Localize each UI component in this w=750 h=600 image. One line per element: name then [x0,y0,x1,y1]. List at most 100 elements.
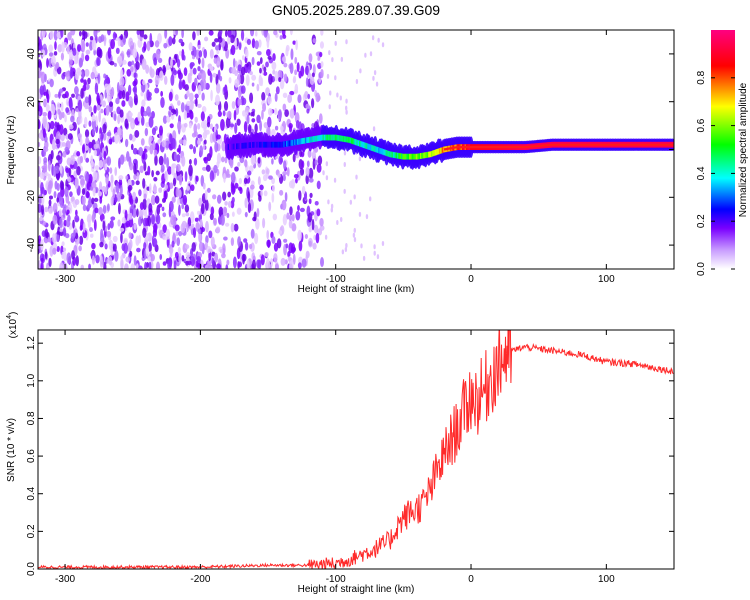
noise-speckle [115,47,120,55]
noise-speckle [373,244,376,250]
noise-speckle [278,155,283,165]
noise-speckle [244,159,248,168]
snr-frame [37,329,675,570]
ridge-cell [394,152,397,159]
noise-speckle [65,167,69,174]
snr-background [38,330,674,569]
noise-speckle [316,180,321,190]
noise-speckle [166,115,171,123]
noise-speckle [154,74,160,86]
noise-speckle [322,170,325,176]
noise-speckle [246,38,252,45]
noise-speckle [110,90,114,96]
ridge-cell [249,142,252,148]
noise-speckle [114,250,119,262]
noise-speckle [306,108,310,114]
ridge-cell [262,141,266,148]
noise-speckle [138,265,143,269]
noise-speckle [265,168,270,175]
ridge-cell [428,151,431,158]
noise-speckle [105,105,110,116]
noise-speckle [265,87,270,96]
noise-speckle [192,31,196,41]
noise-speckle [69,191,73,198]
noise-speckle [124,138,129,148]
noise-speckle [251,74,257,81]
noise-speckle [59,180,64,191]
noise-speckle [48,257,52,268]
noise-speckle [325,175,329,181]
ridge-cell [264,141,267,148]
noise-speckle [58,88,64,93]
noise-speckle [158,125,164,136]
noise-speckle [251,118,256,123]
noise-speckle [136,171,140,181]
ridge-cell [425,152,428,158]
noise-speckle [181,203,185,210]
noise-speckle [117,38,121,47]
noise-speckle [183,67,188,77]
noise-speckle [215,73,219,86]
ridge-cell [437,148,440,155]
ridge-cell [379,148,382,154]
noise-speckle [124,209,128,221]
ridge-cell [440,147,443,154]
noise-speckle [282,92,288,99]
noise-speckle [173,151,177,162]
noise-speckle [259,184,264,190]
noise-speckle [147,165,151,176]
snr-y-tick-label: 0.2 [26,524,37,538]
noise-speckle [112,31,117,41]
noise-speckle [202,166,207,171]
noise-speckle [288,263,293,269]
noise-speckle [107,223,111,231]
ridge-cell [340,135,343,142]
noise-speckle [72,121,77,132]
noise-speckle [227,30,232,38]
noise-speckle [314,200,319,206]
noise-speckle [42,128,47,138]
noise-speckle [84,145,89,151]
noise-speckle [371,35,375,41]
noise-speckle [171,137,176,150]
noise-speckle [311,150,317,161]
noise-speckle [54,41,57,51]
noise-speckle [133,93,138,105]
ridge-cell [337,135,340,141]
noise-speckle [217,36,223,44]
noise-speckle [143,34,148,40]
noise-speckle [220,214,225,226]
noise-speckle [108,256,113,266]
noise-speckle [377,37,380,43]
noise-speckle [306,160,310,168]
ridge-cell [360,141,363,148]
noise-speckle [341,249,345,255]
noise-speckle [175,30,178,36]
ridge-cell [376,147,379,153]
ridge-cell [237,143,240,150]
noise-speckle [125,91,130,102]
noise-speckle [133,72,137,78]
ridge-cell [325,134,328,141]
noise-speckle [173,69,178,76]
noise-speckle [336,220,339,226]
ridge-cell [391,151,394,158]
noise-speckle [203,49,208,59]
snr-y-tick-label: 0.8 [26,411,37,425]
noise-speckle [209,65,214,72]
ridge-cell [367,143,370,150]
noise-speckle [189,110,194,120]
noise-speckle [267,116,272,128]
noise-speckle [231,196,235,204]
noise-speckle [299,167,305,176]
noise-speckle [176,237,181,247]
noise-speckle [91,197,95,205]
ridge-cell [405,153,408,160]
noise-speckle [123,242,129,254]
noise-speckle [227,191,232,198]
ridge-cell [342,136,346,142]
noise-speckle [283,73,288,83]
ridge-cell [414,153,417,160]
noise-speckle [96,46,102,58]
noise-speckle [345,98,348,104]
